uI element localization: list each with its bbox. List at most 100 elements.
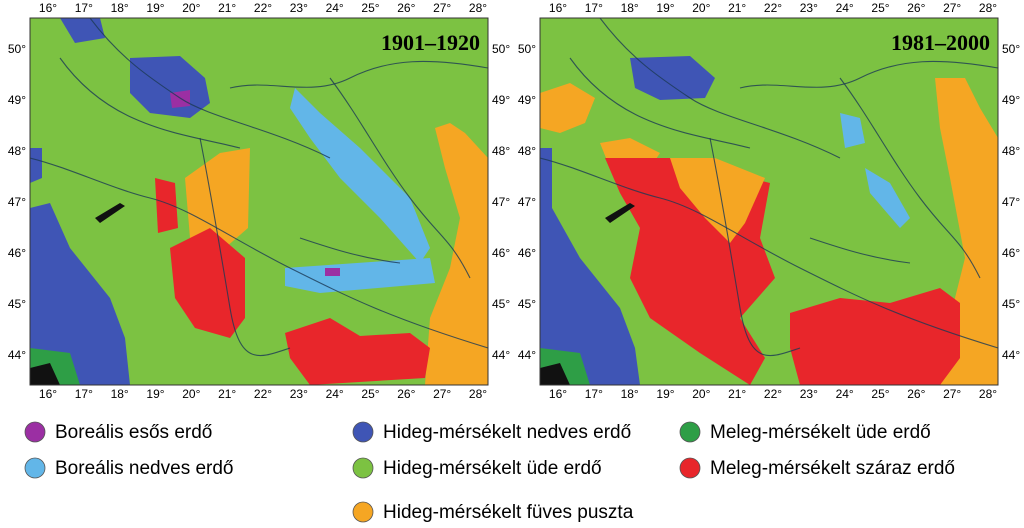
longitude-label: 24°	[836, 1, 854, 15]
longitude-label: 22°	[254, 387, 272, 401]
vegetation-zone	[670, 158, 765, 243]
vegetation-zone	[935, 78, 998, 385]
vegetation-zone	[630, 56, 715, 100]
river-border	[709, 137, 801, 357]
latitude-label: 44°	[518, 348, 536, 362]
latitude-label: 47°	[1002, 195, 1020, 209]
lake	[605, 203, 635, 223]
longitude-label: 18°	[621, 1, 639, 15]
longitude-label: 21°	[728, 387, 746, 401]
longitude-label: 21°	[218, 1, 236, 15]
latitude-label: 46°	[492, 246, 510, 260]
legend-label: Meleg-mérsékelt száraz erdő	[710, 458, 955, 479]
latitude-label: 50°	[1002, 42, 1020, 56]
longitude-label: 16°	[39, 1, 57, 15]
latitude-label: 49°	[1002, 93, 1020, 107]
longitude-label: 17°	[585, 387, 603, 401]
legend-swatch	[352, 501, 374, 523]
latitude-label: 46°	[1002, 246, 1020, 260]
period-title: 1981–2000	[891, 30, 990, 55]
latitude-label: 48°	[492, 144, 510, 158]
latitude-label: 48°	[1002, 144, 1020, 158]
vegetation-zone	[290, 88, 430, 263]
legend-swatch	[679, 421, 701, 443]
legend-label: Boreális nedves erdő	[55, 458, 234, 479]
period-title: 1901–1920	[381, 30, 480, 55]
longitude-label: 19°	[146, 387, 164, 401]
latitude-label: 47°	[492, 195, 510, 209]
longitude-label: 19°	[656, 1, 674, 15]
longitude-label: 25°	[361, 387, 379, 401]
legend-label: Boreális esős erdő	[55, 422, 212, 443]
longitude-label: 21°	[218, 387, 236, 401]
latitude-label: 50°	[492, 42, 510, 56]
longitude-label: 18°	[111, 1, 129, 15]
latitude-label: 47°	[518, 195, 536, 209]
longitude-label: 28°	[979, 387, 997, 401]
river-border	[540, 157, 998, 349]
river-border	[809, 237, 911, 264]
vegetation-zone	[540, 148, 640, 385]
river-border	[89, 18, 331, 159]
legend-label: Meleg-mérsékelt üde erdő	[710, 422, 931, 443]
longitude-label: 20°	[182, 387, 200, 401]
legend-label: Hideg-mérsékelt nedves erdő	[383, 422, 631, 443]
latitude-label: 45°	[492, 297, 510, 311]
longitude-label: 16°	[549, 1, 567, 15]
longitude-label: 17°	[585, 1, 603, 15]
latitude-label: 44°	[1002, 348, 1020, 362]
legend-swatch	[24, 421, 46, 443]
longitude-label: 27°	[943, 387, 961, 401]
longitude-label: 26°	[397, 1, 415, 15]
latitude-label: 44°	[492, 348, 510, 362]
legend-swatch	[24, 457, 46, 479]
vegetation-zone	[840, 113, 865, 148]
longitude-label: 20°	[692, 387, 710, 401]
sea	[30, 363, 60, 385]
legend-swatch	[352, 457, 374, 479]
latitude-label: 46°	[8, 246, 26, 260]
map-frame	[539, 17, 999, 386]
vegetation-zone	[285, 318, 430, 385]
vegetation-zone	[60, 18, 105, 43]
river-border	[739, 60, 998, 89]
legend-label: Hideg-mérsékelt füves puszta	[383, 502, 634, 523]
map-area	[30, 18, 488, 385]
latitude-label: 49°	[518, 93, 536, 107]
sea	[540, 363, 570, 385]
latitude-label: 44°	[8, 348, 26, 362]
longitude-label: 23°	[290, 387, 308, 401]
longitude-label: 20°	[692, 1, 710, 15]
longitude-label: 22°	[764, 387, 782, 401]
longitude-label: 16°	[549, 387, 567, 401]
latitude-label: 45°	[8, 297, 26, 311]
longitude-label: 24°	[326, 1, 344, 15]
longitude-label: 27°	[433, 387, 451, 401]
latitude-label: 50°	[8, 42, 26, 56]
map-panel: 1981–2000 16° 16° 17° 17° 18° 18° 19° 19° 20° 20° 2…	[518, 1, 1021, 401]
longitude-label: 24°	[836, 387, 854, 401]
vegetation-zone	[325, 268, 340, 276]
longitude-label: 28°	[469, 1, 487, 15]
longitude-label: 17°	[75, 387, 93, 401]
longitude-label: 25°	[361, 1, 379, 15]
latitude-label: 49°	[492, 93, 510, 107]
longitude-label: 16°	[39, 387, 57, 401]
river-border	[199, 137, 291, 357]
longitude-label: 25°	[871, 387, 889, 401]
latitude-label: 48°	[8, 144, 26, 158]
longitude-label: 28°	[469, 387, 487, 401]
longitude-label: 18°	[621, 387, 639, 401]
vegetation-zone	[30, 148, 42, 183]
longitude-label: 23°	[800, 387, 818, 401]
latitude-label: 49°	[8, 93, 26, 107]
longitude-label: 18°	[111, 387, 129, 401]
river-border	[839, 77, 981, 279]
latitude-label: 48°	[518, 144, 536, 158]
legend-swatch	[679, 457, 701, 479]
latitude-label: 50°	[518, 42, 536, 56]
river-border	[59, 57, 241, 149]
longitude-label: 20°	[182, 1, 200, 15]
latitude-label: 45°	[1002, 297, 1020, 311]
